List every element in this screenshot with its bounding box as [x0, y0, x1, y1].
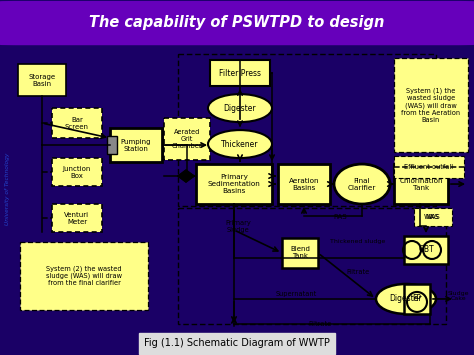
Text: Filtrate: Filtrate [346, 269, 370, 275]
Polygon shape [178, 170, 194, 182]
Text: Final
Clarifier: Final Clarifier [348, 178, 376, 191]
Bar [404, 236, 448, 264]
Text: WAS: WAS [424, 214, 440, 220]
Text: Pumping
Station: Pumping Station [121, 138, 151, 152]
Text: System (2) the wasted
sludge (WAS) will draw
from the final clarifier: System (2) the wasted sludge (WAS) will … [46, 266, 122, 286]
Bar [278, 164, 330, 204]
Text: RAS: RAS [333, 214, 347, 220]
Text: Supernatant: Supernatant [275, 291, 317, 297]
Bar [404, 284, 430, 314]
Bar [282, 238, 318, 268]
Text: Bar
Screen: Bar Screen [65, 116, 89, 130]
Ellipse shape [208, 130, 272, 158]
Bar [394, 164, 448, 204]
Text: Junction
Box: Junction Box [63, 165, 91, 179]
Bar [414, 208, 452, 226]
Text: Chlorination
Tank: Chlorination Tank [399, 178, 443, 191]
Ellipse shape [334, 164, 390, 204]
Bar [394, 156, 464, 178]
Text: Digester: Digester [390, 294, 422, 304]
Bar [164, 118, 210, 160]
FancyBboxPatch shape [0, 1, 474, 45]
Text: System (1) the
wasted sludge
(WAS) will draw
from the Aeration
Basin: System (1) the wasted sludge (WAS) will … [401, 88, 461, 122]
Bar [18, 64, 66, 96]
Text: Sludge
Cake: Sludge Cake [447, 290, 469, 301]
Bar [178, 208, 446, 324]
Text: Blend
Tank: Blend Tank [290, 246, 310, 260]
Text: Primary
Sludge: Primary Sludge [225, 220, 251, 233]
Text: Aerated
Grit
Chamber: Aerated Grit Chamber [172, 129, 202, 149]
Text: Fig (1.1) Schematic Diagram of WWTP: Fig (1.1) Schematic Diagram of WWTP [144, 338, 330, 349]
Text: Aeration
Basins: Aeration Basins [289, 178, 319, 191]
Bar [52, 158, 102, 186]
Bar [110, 128, 162, 162]
Text: WAS: WAS [426, 214, 440, 220]
Text: Thickened sludge: Thickened sludge [330, 240, 386, 245]
Text: University of Technology: University of Technology [6, 153, 10, 225]
Ellipse shape [208, 94, 272, 122]
Bar [210, 60, 270, 86]
Bar [52, 204, 102, 232]
Text: Thickener: Thickener [221, 140, 259, 149]
Text: Digester: Digester [224, 104, 256, 113]
Text: Storage
Basin: Storage Basin [28, 73, 55, 87]
Bar [20, 242, 148, 310]
Text: FP: FP [412, 294, 421, 304]
Text: Effluent outfall: Effluent outfall [404, 164, 454, 170]
Text: Venturi
Meter: Venturi Meter [64, 212, 90, 224]
Bar [52, 108, 102, 138]
Text: Filtrate: Filtrate [309, 321, 332, 327]
Text: The capability of PSWTPD to design: The capability of PSWTPD to design [89, 15, 385, 30]
Text: Primary
Sedimentation
Basins: Primary Sedimentation Basins [208, 174, 260, 194]
Bar [178, 54, 436, 206]
Text: Filter Press: Filter Press [219, 69, 261, 78]
Bar [394, 58, 468, 152]
Bar [196, 164, 272, 204]
Ellipse shape [376, 284, 436, 314]
Bar [107, 136, 117, 154]
Text: GBT: GBT [418, 246, 434, 255]
